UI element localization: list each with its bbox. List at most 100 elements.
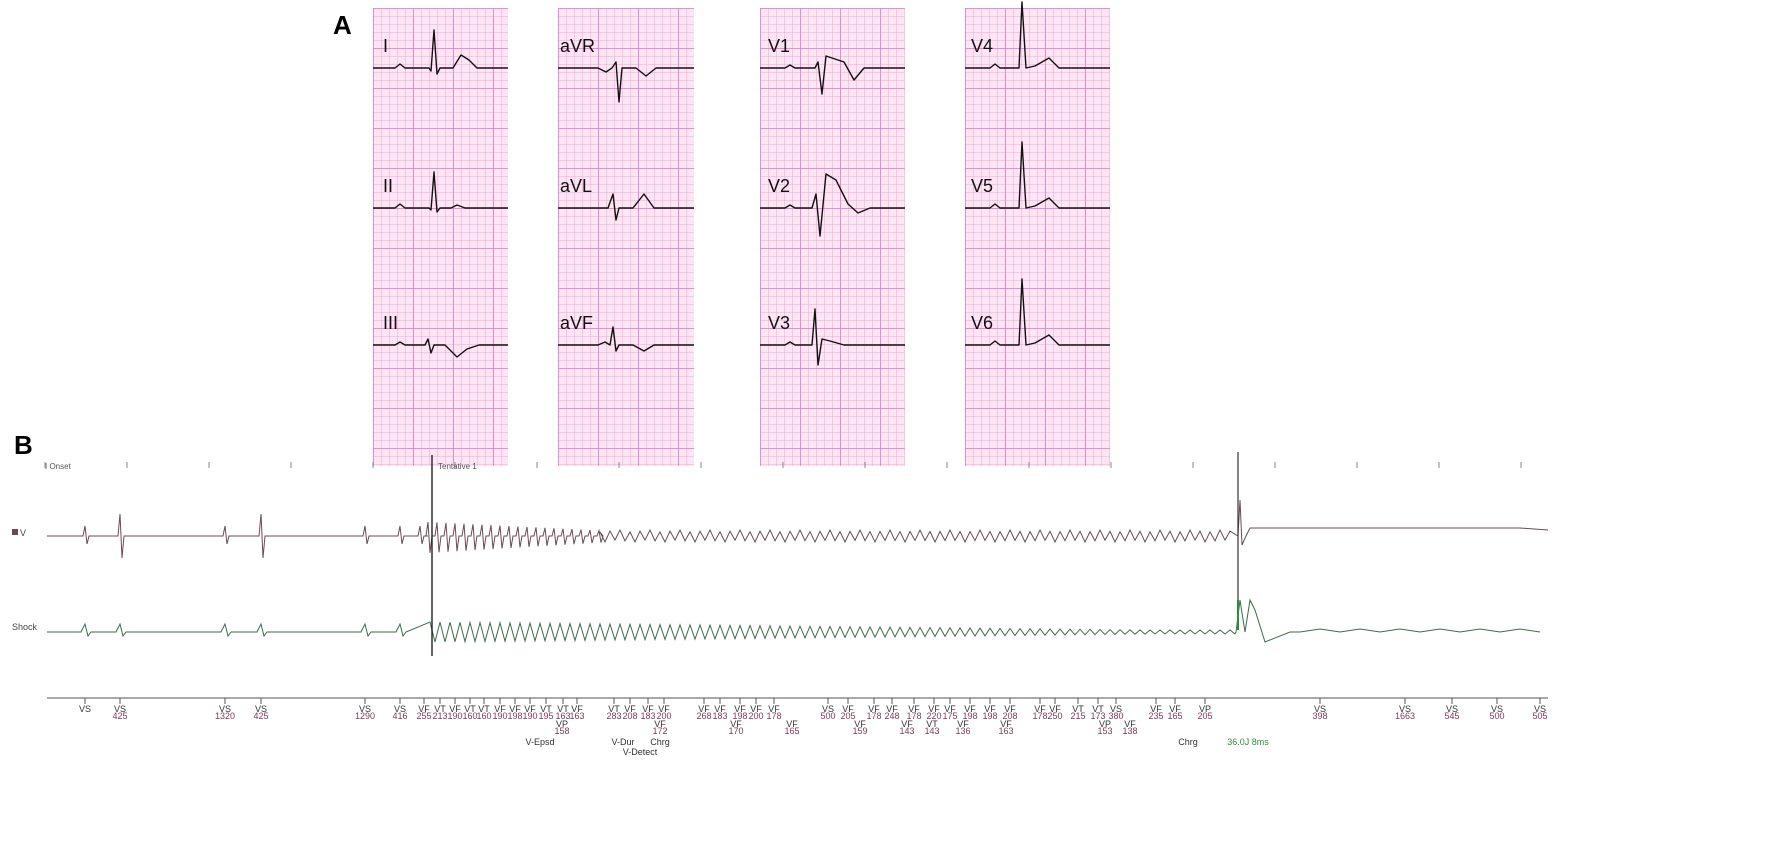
marker-label: VF bbox=[1004, 704, 1016, 714]
marker-label: VF bbox=[734, 704, 746, 714]
marker-label: VT bbox=[1092, 704, 1104, 714]
ecg-trace-v3 bbox=[760, 308, 905, 366]
marker-value: 200 bbox=[656, 711, 671, 721]
marker-value: 425 bbox=[112, 711, 127, 721]
lower-marker-label: VF bbox=[654, 719, 666, 729]
ecg-trace-ii bbox=[373, 171, 508, 213]
marker-value: 215 bbox=[1070, 711, 1085, 721]
marker-value: 160 bbox=[462, 711, 477, 721]
ecg-strip-col-2 bbox=[558, 8, 694, 466]
lower-marker-value: 172 bbox=[652, 726, 667, 736]
episode-annotation: Chrg bbox=[1178, 737, 1198, 747]
lower-marker-value: 136 bbox=[955, 726, 970, 736]
marker-label: VF bbox=[768, 704, 780, 714]
marker-value: 208 bbox=[622, 711, 637, 721]
marker-value: 248 bbox=[884, 711, 899, 721]
marker-label: VF bbox=[964, 704, 976, 714]
v-channel-trace bbox=[47, 499, 1549, 559]
lower-marker-label: VF bbox=[901, 719, 913, 729]
marker-value: 183 bbox=[640, 711, 655, 721]
marker-value: 190 bbox=[492, 711, 507, 721]
marker-value: 398 bbox=[1312, 711, 1327, 721]
ecg-trace-v5 bbox=[965, 141, 1110, 209]
lead-label-v5: V5 bbox=[971, 176, 993, 196]
marker-label: VT bbox=[540, 704, 552, 714]
marker-value: 163 bbox=[555, 711, 570, 721]
marker-label: VT bbox=[478, 704, 490, 714]
episode-annotation: V-Dur bbox=[611, 737, 634, 747]
marker-value: 178 bbox=[1032, 711, 1047, 721]
marker-value: 165 bbox=[1167, 711, 1182, 721]
lead-label-avl: aVL bbox=[560, 176, 592, 196]
marker-value: 425 bbox=[253, 711, 268, 721]
marker-value: 416 bbox=[392, 711, 407, 721]
marker-label: VF bbox=[944, 704, 956, 714]
episode-annotation: V-Epsd bbox=[525, 737, 554, 747]
marker-value: 163 bbox=[569, 711, 584, 721]
marker-value: 173 bbox=[1090, 711, 1105, 721]
ecg-trace-v1 bbox=[760, 55, 905, 95]
marker-label: VS bbox=[394, 704, 406, 714]
marker-value: 235 bbox=[1148, 711, 1163, 721]
channel-v-label: V bbox=[20, 528, 26, 538]
marker-label: VS bbox=[1534, 704, 1546, 714]
ecg-trace-avl bbox=[558, 193, 694, 221]
marker-value: 1663 bbox=[1395, 711, 1415, 721]
episode-annotation: V-Detect bbox=[623, 747, 658, 757]
lower-marker-value: 165 bbox=[784, 726, 799, 736]
ecg-strip-col-1 bbox=[373, 8, 508, 466]
marker-label: VT bbox=[608, 704, 620, 714]
marker-label: VT bbox=[464, 704, 476, 714]
marker-value: 205 bbox=[1197, 711, 1212, 721]
marker-label: VS bbox=[1110, 704, 1122, 714]
marker-label: VF bbox=[418, 704, 430, 714]
marker-value: 190 bbox=[447, 711, 462, 721]
marker-label: VT bbox=[434, 704, 446, 714]
lead-label-i: I bbox=[383, 36, 388, 56]
marker-label: VF bbox=[868, 704, 880, 714]
marker-value: 500 bbox=[1489, 711, 1504, 721]
marker-label: VS bbox=[1491, 704, 1503, 714]
shock-channel-trace bbox=[47, 598, 1541, 644]
marker-label: VF bbox=[698, 704, 710, 714]
marker-value: 255 bbox=[416, 711, 431, 721]
marker-value: 500 bbox=[820, 711, 835, 721]
lower-marker-value: 153 bbox=[1097, 726, 1112, 736]
marker-label: VF bbox=[886, 704, 898, 714]
lower-marker-label: VP bbox=[1099, 719, 1111, 729]
marker-label: VF bbox=[658, 704, 670, 714]
lower-marker-value: 143 bbox=[924, 726, 939, 736]
shock-energy-label: 36.0J 8ms bbox=[1227, 737, 1269, 747]
marker-label: VS bbox=[359, 704, 371, 714]
marker-value: 1320 bbox=[215, 711, 235, 721]
marker-label: VS bbox=[1314, 704, 1326, 714]
tentative-label: Tentative 1 bbox=[438, 462, 477, 471]
marker-value: 190 bbox=[522, 711, 537, 721]
ecg-strip-col-4 bbox=[965, 8, 1110, 466]
episode-annotation: Chrg bbox=[650, 737, 670, 747]
marker-label: VF bbox=[1169, 704, 1181, 714]
marker-label: VF bbox=[494, 704, 506, 714]
ecg-trace-iii bbox=[373, 338, 508, 358]
marker-value: 178 bbox=[766, 711, 781, 721]
lead-label-v6: V6 bbox=[971, 313, 993, 333]
marker-label: VF bbox=[524, 704, 536, 714]
lower-marker-label: VF bbox=[730, 719, 742, 729]
marker-label: VS bbox=[219, 704, 231, 714]
lower-marker-value: 138 bbox=[1122, 726, 1137, 736]
marker-label: VS bbox=[79, 704, 91, 714]
lead-label-avf: aVF bbox=[560, 313, 593, 333]
marker-label: VP bbox=[1199, 704, 1211, 714]
marker-label: VT bbox=[557, 704, 569, 714]
marker-label: VF bbox=[1034, 704, 1046, 714]
marker-label: VF bbox=[928, 704, 940, 714]
marker-label: VF bbox=[750, 704, 762, 714]
ecg-trace-avr bbox=[558, 61, 694, 103]
marker-value: 545 bbox=[1444, 711, 1459, 721]
marker-label: VS bbox=[1446, 704, 1458, 714]
marker-value: 178 bbox=[866, 711, 881, 721]
lead-label-avr: aVR bbox=[560, 36, 595, 56]
ecg-trace-avf bbox=[558, 326, 694, 352]
ecg-trace-v2 bbox=[760, 173, 905, 237]
